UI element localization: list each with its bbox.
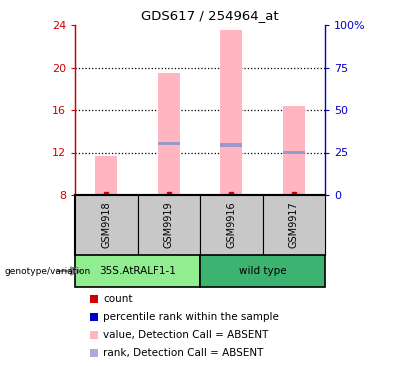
Bar — [283, 106, 304, 195]
Bar — [158, 73, 180, 195]
Text: GSM9919: GSM9919 — [164, 202, 174, 248]
Bar — [283, 151, 304, 154]
Text: GSM9918: GSM9918 — [101, 202, 111, 248]
Bar — [200, 195, 262, 255]
Bar — [220, 30, 242, 195]
Bar — [200, 255, 325, 287]
Text: value, Detection Call = ABSENT: value, Detection Call = ABSENT — [103, 330, 268, 340]
Bar — [262, 195, 325, 255]
Bar — [75, 255, 200, 287]
Text: GSM9917: GSM9917 — [289, 202, 299, 249]
Text: GDS617 / 254964_at: GDS617 / 254964_at — [141, 9, 279, 22]
Text: 35S.AtRALF1-1: 35S.AtRALF1-1 — [99, 266, 176, 276]
Text: wild type: wild type — [239, 266, 286, 276]
Text: genotype/variation: genotype/variation — [4, 266, 90, 276]
Bar — [158, 142, 180, 145]
Bar — [75, 195, 137, 255]
Text: percentile rank within the sample: percentile rank within the sample — [103, 312, 279, 322]
Bar — [220, 143, 242, 147]
Text: count: count — [103, 294, 132, 304]
Text: rank, Detection Call = ABSENT: rank, Detection Call = ABSENT — [103, 348, 263, 358]
Bar — [95, 156, 117, 195]
Text: GSM9916: GSM9916 — [226, 202, 236, 248]
Bar — [137, 195, 200, 255]
